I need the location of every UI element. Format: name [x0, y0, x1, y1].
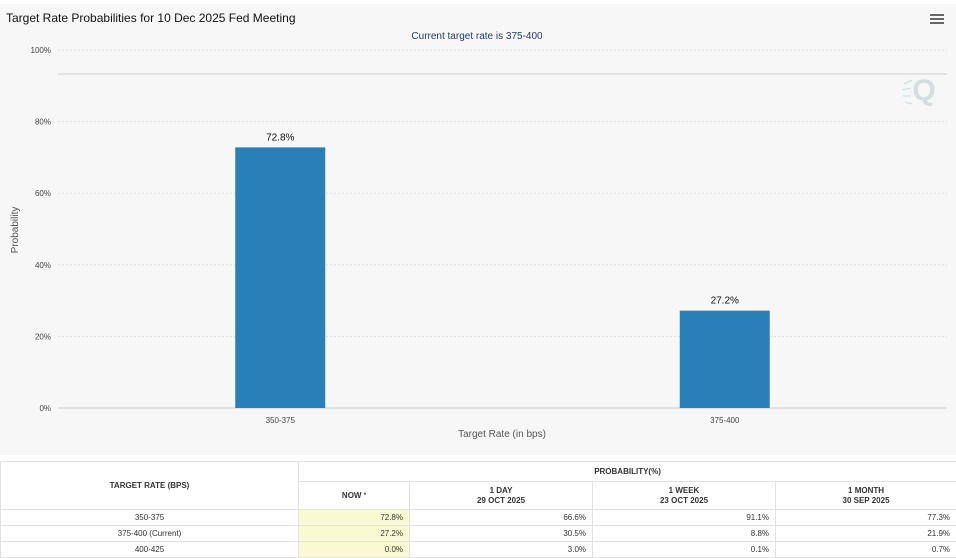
y-tick-label: 20%	[35, 332, 51, 341]
chart-panel: Target Rate Probabilities for 10 Dec 202…	[0, 4, 956, 455]
now-cell: 72.8%	[299, 510, 410, 526]
y-tick-label: 0%	[39, 404, 51, 413]
rate-cell: 350-375	[1, 510, 299, 526]
day-cell: 66.6%	[410, 510, 593, 526]
watermark-logo: Q	[902, 74, 936, 107]
watermark-q: Q	[912, 74, 935, 107]
week-cell: 0.1%	[593, 542, 776, 558]
table-row: 375-400 (Current) 27.2% 30.5% 8.8% 21.9%	[1, 526, 956, 542]
day-cell: 30.5%	[410, 526, 593, 542]
table-row: 400-425 0.0% 3.0% 0.1% 0.7%	[1, 542, 956, 558]
bar	[680, 311, 770, 408]
y-tick-label: 80%	[35, 118, 51, 127]
now-cell: 0.0%	[299, 542, 410, 558]
now-header: NOW *	[299, 482, 410, 510]
y-axis: 0% 20% 40% 60% 80% 100%	[31, 46, 51, 413]
week-cell: 8.8%	[593, 526, 776, 542]
x-tick-label: 350-375	[266, 416, 296, 425]
rate-header: TARGET RATE (BPS)	[1, 462, 299, 510]
data-label: 27.2%	[711, 296, 739, 307]
month-cell: 21.9%	[776, 526, 956, 542]
now-cell: 27.2%	[299, 526, 410, 542]
rate-cell: 400-425	[1, 542, 299, 558]
rate-cell: 375-400 (Current)	[1, 526, 299, 542]
probability-header: PROBABILITY(%)	[299, 462, 956, 482]
x-axis-label: Target Rate (in bps)	[458, 429, 546, 440]
day-cell: 3.0%	[410, 542, 593, 558]
y-tick-label: 100%	[31, 46, 51, 55]
data-label: 72.8%	[266, 132, 294, 143]
x-axis: 350-375 375-400	[266, 416, 740, 425]
probability-table: TARGET RATE (BPS) PROBABILITY(%) NOW * 1…	[0, 461, 956, 558]
bar	[235, 147, 325, 408]
grid-lines	[58, 50, 947, 336]
y-tick-label: 40%	[35, 261, 51, 270]
week-cell: 91.1%	[593, 510, 776, 526]
month-cell: 77.3%	[776, 510, 956, 526]
table-row: 350-375 72.8% 66.6% 91.1% 77.3%	[1, 510, 956, 526]
chart-subtitle: Current target rate is 375-400	[411, 31, 543, 42]
month-cell: 0.7%	[776, 542, 956, 558]
x-tick-label: 375-400	[710, 416, 740, 425]
bars: 72.8% 27.2%	[235, 132, 770, 408]
y-tick-label: 60%	[35, 189, 51, 198]
y-axis-label: Probability	[10, 207, 21, 254]
bar-chart: Current target rate is 375-400 0% 20% 40% 6…	[0, 4, 956, 455]
